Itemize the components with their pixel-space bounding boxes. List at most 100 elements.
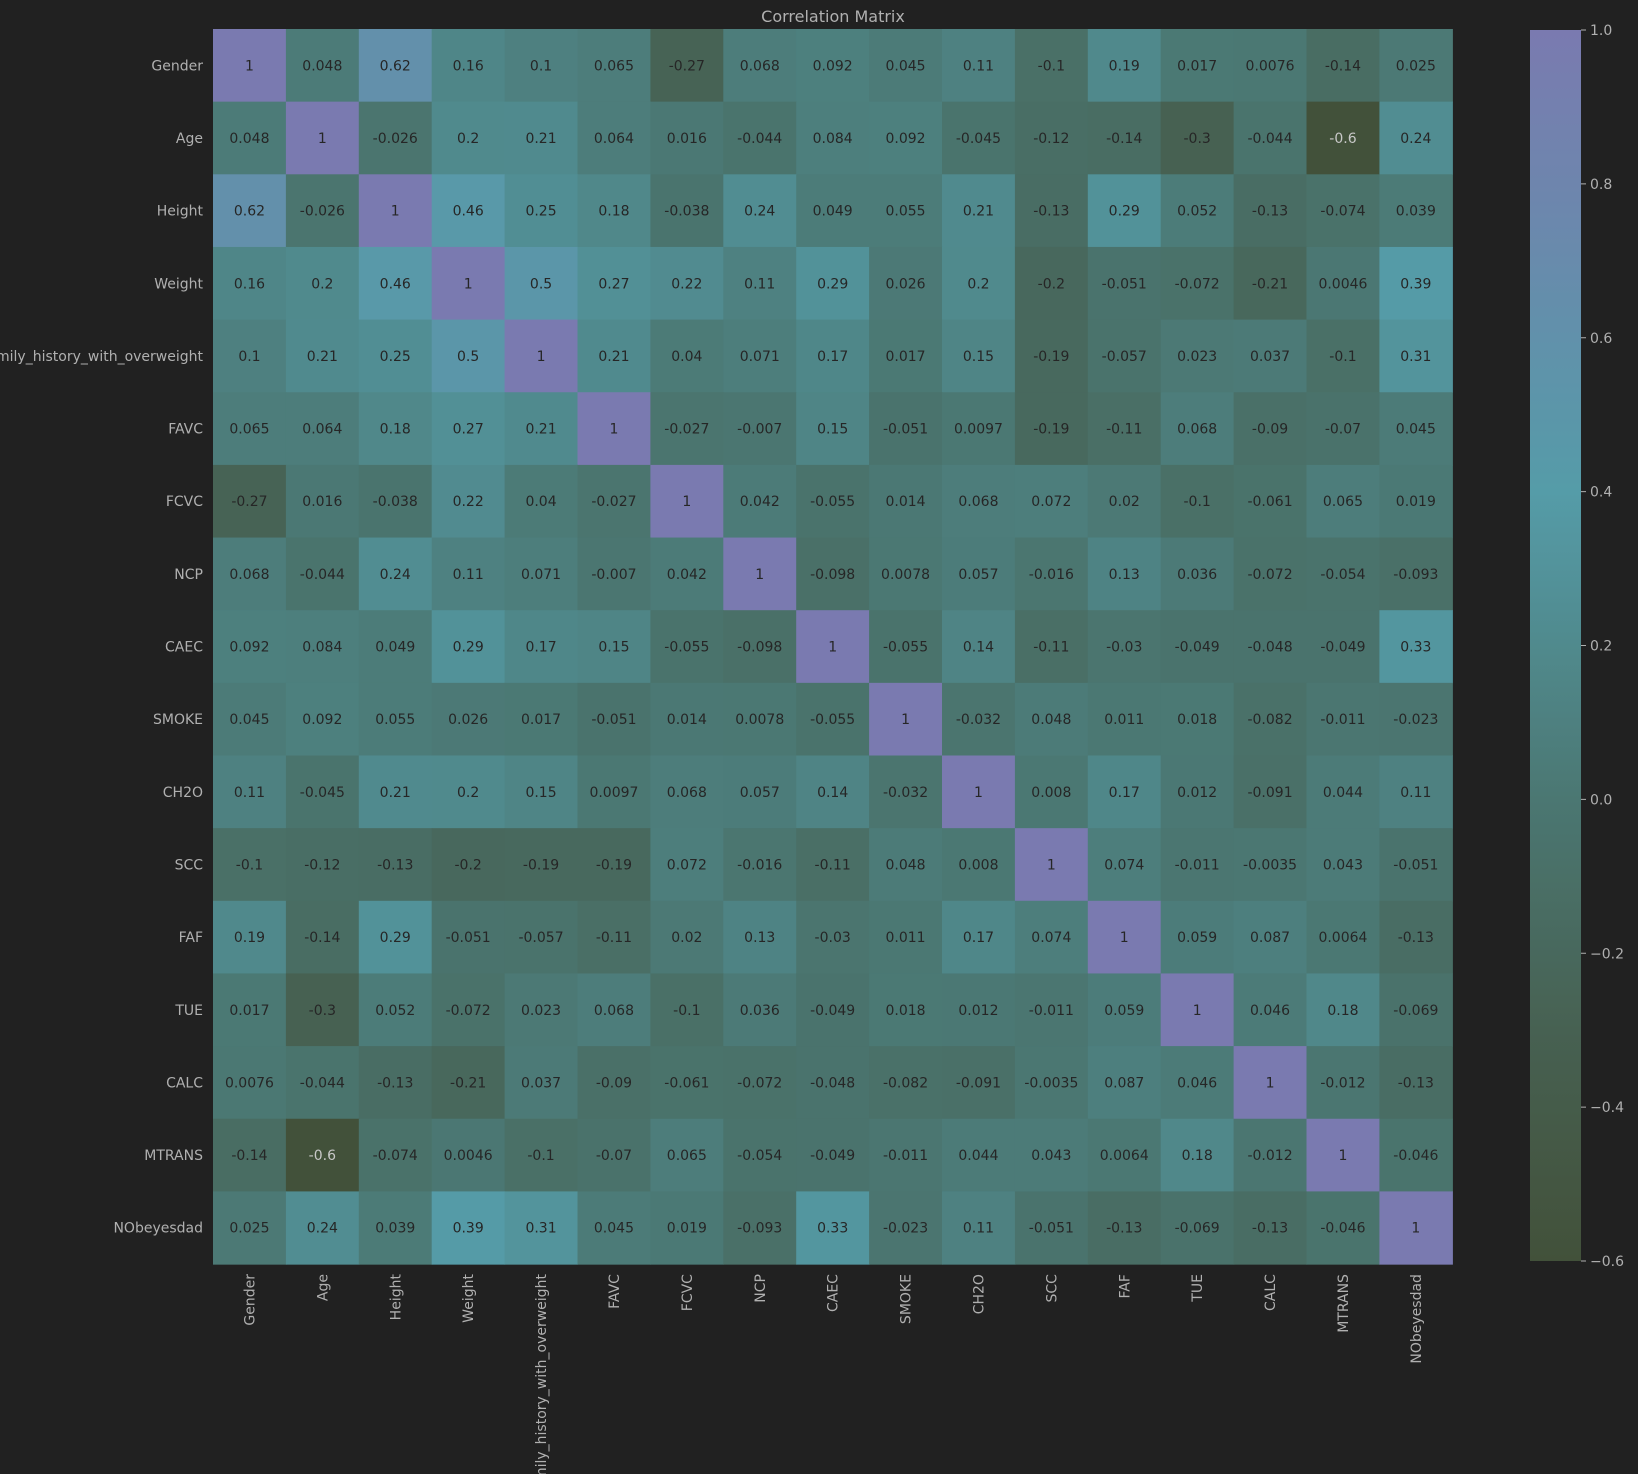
heatmap-cell [577, 537, 651, 611]
heatmap-cell [213, 464, 287, 539]
cell-value-label: -0.044 [300, 567, 345, 583]
cell-value-label: 1 [245, 58, 254, 74]
cell-value-label: -0.023 [1393, 712, 1438, 728]
cell-value-label: 1 [391, 204, 400, 220]
heatmap-cell [1379, 973, 1453, 1047]
heatmap-cell [1306, 682, 1380, 757]
cell-value-label: -0.14 [1106, 131, 1142, 147]
cell-value-label: -0.051 [883, 422, 928, 438]
y-tick-label: CH2O [163, 785, 203, 801]
heatmap-cell [1233, 682, 1308, 757]
cell-value-label: -0.19 [1033, 422, 1069, 438]
cell-value-label: 1 [682, 494, 691, 510]
cell-value-label: -0.046 [1320, 1221, 1365, 1237]
heatmap-cell [723, 682, 797, 757]
heatmap-cell [796, 101, 870, 175]
cell-value-label: 0.057 [740, 785, 780, 801]
cell-value-label: -0.13 [1398, 930, 1434, 946]
cell-value-label: -0.007 [737, 422, 782, 438]
x-tick-label: FAF [1117, 1274, 1133, 1298]
heatmap-cell [1087, 537, 1162, 611]
cell-value-label: 0.5 [457, 349, 479, 365]
heatmap-cell [1014, 682, 1089, 757]
cell-value-label: 0.011 [1104, 712, 1144, 728]
heatmap-cell [1233, 755, 1308, 829]
heatmap-cell [796, 29, 870, 103]
heatmap-cell [285, 973, 360, 1047]
heatmap-cell [1306, 29, 1380, 103]
heatmap-cell [577, 1046, 651, 1120]
cell-value-label: -0.13 [377, 1075, 413, 1091]
heatmap-cell [723, 392, 797, 466]
cell-value-label: -0.011 [1029, 1003, 1074, 1019]
heatmap-cell [1306, 973, 1380, 1047]
cell-value-label: -0.1 [236, 857, 263, 873]
cell-value-label: -0.1 [1329, 349, 1356, 365]
heatmap-cell [213, 828, 287, 902]
heatmap-cell [1087, 755, 1162, 829]
heatmap-cell [1379, 464, 1453, 539]
cell-value-label: -0.051 [1029, 1221, 1074, 1237]
heatmap-cell [577, 392, 651, 466]
heatmap-cell [1160, 900, 1235, 975]
cell-value-label: 0.065 [229, 422, 269, 438]
heatmap-cell [285, 1191, 360, 1265]
heatmap-cells [213, 29, 1453, 1265]
cell-value-label: -0.19 [1033, 349, 1069, 365]
cell-value-label: -0.061 [664, 1075, 709, 1091]
cell-value-label: -0.049 [1320, 640, 1365, 656]
heatmap-cell [1233, 464, 1308, 539]
heatmap-cell [1014, 828, 1089, 902]
heatmap-cell [942, 682, 1016, 757]
heatmap-cell [504, 610, 579, 684]
heatmap-cell [358, 610, 433, 684]
cell-value-label: -0.055 [664, 640, 709, 656]
cell-value-label: -0.011 [883, 1148, 928, 1164]
heatmap-cell [942, 973, 1016, 1047]
x-tick-label: Weight [461, 1274, 477, 1323]
heatmap-cell [1233, 1046, 1308, 1120]
heatmap-cell [796, 319, 870, 393]
cell-value-label: -0.27 [669, 58, 705, 74]
cell-value-label: 1 [609, 422, 618, 438]
heatmap-cell [869, 1191, 943, 1265]
heatmap-cell [431, 1046, 506, 1120]
cell-value-label: 0.33 [1400, 640, 1431, 656]
heatmap-cell [650, 246, 724, 321]
cell-value-label: 0.24 [307, 1221, 338, 1237]
heatmap-cell [358, 1191, 433, 1265]
heatmap-cell [1379, 755, 1453, 829]
heatmap-cell [431, 682, 506, 757]
cell-value-label: 0.044 [958, 1148, 998, 1164]
cell-value-label: -0.093 [1393, 567, 1438, 583]
heatmap-cell [1160, 537, 1235, 611]
cell-value-label: -0.14 [231, 1148, 267, 1164]
heatmap-cell [1233, 1191, 1308, 1265]
cell-value-label: -0.13 [1106, 1221, 1142, 1237]
heatmap-cell [1233, 973, 1308, 1047]
heatmap-cell [577, 29, 651, 103]
heatmap-cell [942, 319, 1016, 393]
cell-value-label: -0.057 [518, 930, 563, 946]
heatmap-cell [1233, 246, 1308, 321]
heatmap-cell [213, 682, 287, 757]
chart-title: Correlation Matrix [761, 7, 905, 26]
cell-value-label: 0.2 [967, 276, 989, 292]
heatmap-cell [213, 900, 287, 975]
heatmap-cell [577, 174, 651, 248]
cell-value-label: 0.068 [667, 785, 707, 801]
cell-value-label: 0.14 [963, 640, 994, 656]
heatmap-cell [213, 101, 287, 175]
heatmap-cell [1233, 29, 1308, 103]
heatmap-cell [1233, 828, 1308, 902]
cell-value-label: 0.31 [1400, 349, 1431, 365]
heatmap-cell [723, 610, 797, 684]
heatmap-cell [869, 900, 943, 975]
heatmap-cell [1087, 319, 1162, 393]
cell-value-label: 0.62 [380, 58, 411, 74]
cell-value-label: -0.057 [1102, 349, 1147, 365]
heatmap-cell [650, 1046, 724, 1120]
heatmap-cell [431, 537, 506, 611]
heatmap-cell [504, 319, 579, 393]
